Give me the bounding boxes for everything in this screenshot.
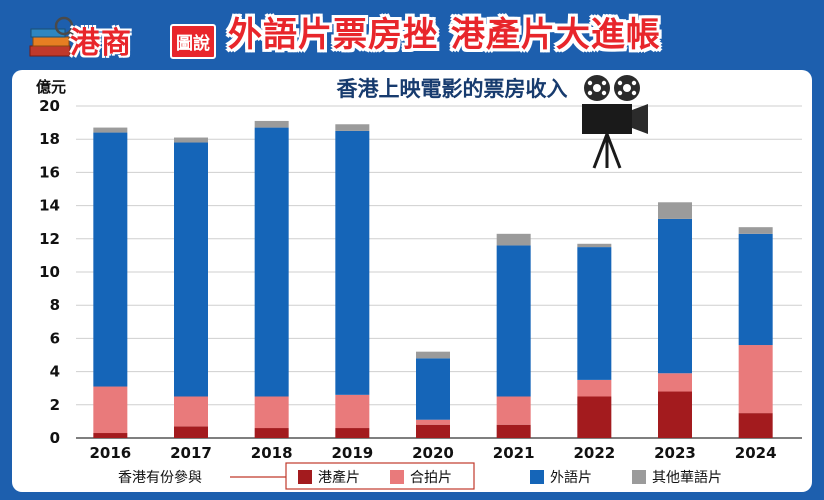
bar-segment [254,120,289,128]
y-tick-label: 20 [39,97,60,115]
x-tick-label: 2023 [654,444,696,462]
bar-segment [496,245,531,397]
legend-swatch-co-production [390,470,404,484]
bar-segment [93,386,128,434]
y-tick-label: 16 [39,163,60,181]
bar-segment [738,345,773,414]
x-tick-label: 2016 [89,444,131,462]
legend-label-co-production: 合拍片 [410,470,452,486]
y-tick-label: 14 [39,197,60,215]
y-tick-label: 8 [50,296,60,314]
bar-segment [658,202,692,219]
y-tick-label: 4 [50,363,60,381]
bar-segment [254,127,289,397]
bar-segment [416,424,450,438]
bar-segment [93,132,128,387]
bar-segment [738,413,773,438]
legend-group-label: 香港有份參與 [118,470,202,486]
bar-segment [577,243,612,248]
bar-segment [93,433,128,438]
bar-segment [738,227,773,234]
header: 港商 圖說 外語片票房挫 港產片大進帳 [0,0,824,70]
legend-swatch-hk-film [298,470,312,484]
books-icon [29,16,80,57]
bar-segment [577,379,612,397]
logo: 港商 圖說 [28,10,218,61]
legend-label-foreign-film: 外語片 [550,470,592,486]
headline: 外語片票房挫 港產片大進帳 [228,15,661,55]
bar-segment [577,396,612,438]
bar-segment [738,233,773,346]
legend: 香港有份參與 港產片 合拍片 外語片 其他華語片 [118,462,722,490]
x-tick-label: 2017 [170,444,212,462]
bar-segment [93,127,128,133]
x-tick-label: 2022 [573,444,615,462]
bar-segment [496,424,531,438]
y-tick-label: 18 [39,130,60,148]
logo-tag: 圖說 [170,24,216,59]
bar-segment [496,396,531,425]
y-tick-label: 0 [50,429,60,447]
chart-title: 香港上映電影的票房收入 [337,76,568,101]
y-tick-label: 12 [39,230,60,248]
bar-segment [577,247,612,380]
y-tick-label: 6 [50,329,60,347]
bar-segment [174,137,208,143]
bar-segment [416,419,450,425]
x-ticks: 2016 2017 2018 2019 2020 2021 2022 2023 2024 [89,444,776,462]
film-projector-icon [582,75,648,169]
bar-segment [174,426,208,438]
legend-swatch-foreign-film [530,470,544,484]
logo-text: 港商 [70,26,132,61]
y-tick-label: 2 [50,396,60,414]
bar-segment [335,428,370,438]
bar-segment [335,124,370,131]
legend-label-hk-film: 港產片 [318,469,360,486]
bar-segment [254,396,289,429]
y-tick-label: 10 [39,263,60,281]
bar-segment [335,394,370,429]
bar-segment [496,233,531,246]
bar-segment [658,373,692,392]
bar-segment [174,142,208,397]
y-ticks: 0 2 4 6 8 10 12 14 16 18 20 [39,97,60,447]
bar-segment [254,428,289,438]
x-tick-label: 2018 [251,444,293,462]
x-tick-label: 2024 [735,444,777,462]
bar-segment [658,218,692,374]
bar-segment [174,396,208,427]
bar-segment [335,130,370,395]
bars [93,120,773,438]
bar-segment [416,358,450,420]
legend-label-other-chinese: 其他華語片 [652,470,722,486]
bar-segment [416,351,450,359]
x-tick-label: 2019 [331,444,373,462]
x-tick-label: 2020 [412,444,454,462]
bar-segment [658,391,692,438]
y-axis-label: 億元 [36,78,66,96]
chart-panel: 0 2 4 6 8 10 12 14 16 18 20 2016 2017 2018 2019 2020 20… [12,70,812,492]
legend-swatch-other-chinese [632,470,646,484]
x-tick-label: 2021 [493,444,535,462]
